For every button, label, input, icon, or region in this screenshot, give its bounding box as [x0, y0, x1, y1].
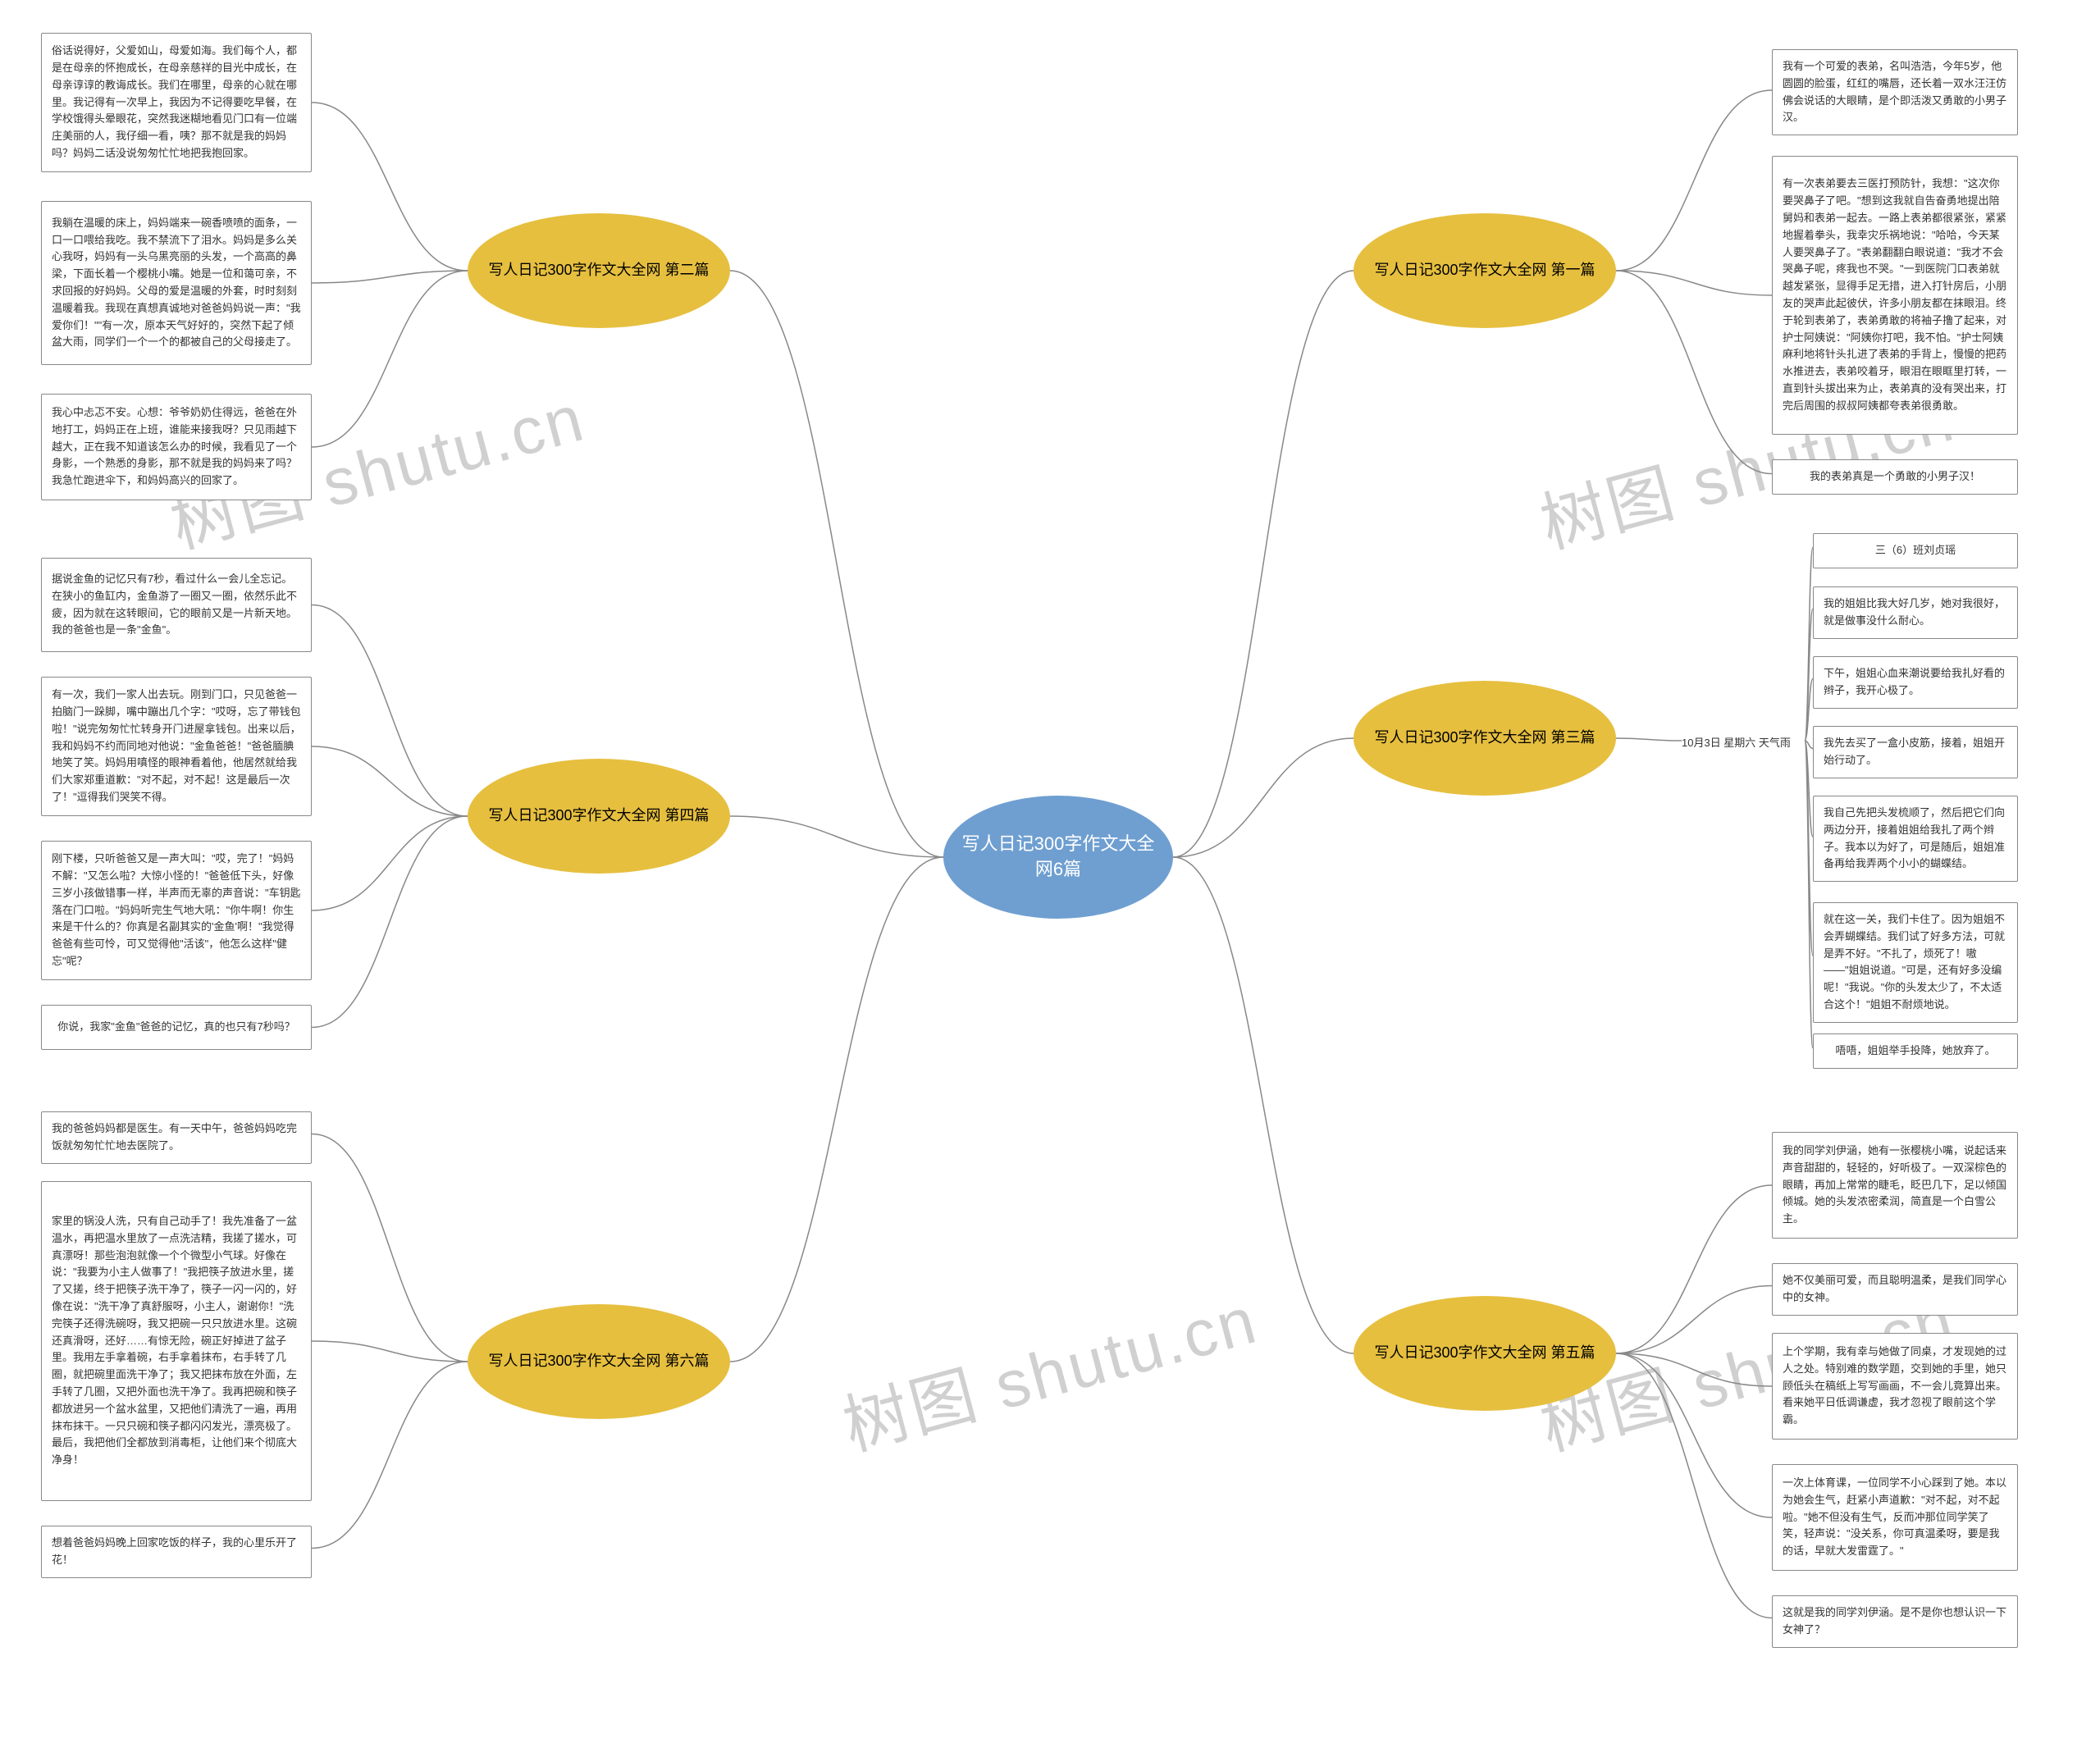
leaf-node: 俗话说得好，父爱如山，母爱如海。我们每个人，都是在母亲的怀抱成长，在母亲慈祥的目… — [41, 33, 312, 172]
leaf-text: 她不仅美丽可爱，而且聪明温柔，是我们同学心中的女神。 — [1783, 1272, 2007, 1307]
leaf-text: 我心中忐忑不安。心想：爷爷奶奶住得远，爸爸在外地打工，妈妈正在上班，谁能来接我呀… — [52, 404, 301, 490]
branch-node-b1: 写人日记300字作文大全网 第一篇 — [1354, 213, 1616, 328]
leaf-node: 我心中忐忑不安。心想：爷爷奶奶住得远，爸爸在外地打工，妈妈正在上班，谁能来接我呀… — [41, 394, 312, 500]
leaf-text: 刚下楼，只听爸爸又是一声大叫："哎，完了！"妈妈不解："又怎么啦？大惊小怪的！"… — [52, 851, 301, 970]
leaf-node: 三（6）班刘贞瑶 — [1813, 533, 2018, 568]
leaf-node: 这就是我的同学刘伊涵。是不是你也想认识一下女神了？ — [1772, 1595, 2018, 1648]
leaf-node: 家里的锅没人洗，只有自己动手了！我先准备了一盆温水，再把温水里放了一点洗洁精，我… — [41, 1181, 312, 1501]
leaf-node: 有一次，我们一家人出去玩。刚到门口，只见爸爸一拍脑门一跺脚，嘴中蹦出几个字："哎… — [41, 677, 312, 816]
leaf-text: 家里的锅没人洗，只有自己动手了！我先准备了一盆温水，再把温水里放了一点洗洁精，我… — [52, 1213, 301, 1469]
leaf-text: 我有一个可爱的表弟，名叫浩浩，今年5岁，他圆圆的脸蛋，红红的嘴唇，还长着一双水汪… — [1783, 58, 2007, 126]
leaf-node: 下午，姐姐心血来潮说要给我扎好看的辫子，我开心极了。 — [1813, 656, 2018, 709]
leaf-node: 刚下楼，只听爸爸又是一声大叫："哎，完了！"妈妈不解："又怎么啦？大惊小怪的！"… — [41, 841, 312, 980]
leaf-node: 我的同学刘伊涵，她有一张樱桃小嘴，说起话来声音甜甜的，轻轻的，好听极了。一双深棕… — [1772, 1132, 2018, 1239]
leaf-node: 就在这一关，我们卡住了。因为姐姐不会弄蝴蝶结。我们试了好多方法，可就是弄不好。"… — [1813, 902, 2018, 1023]
branch-node-b6: 写人日记300字作文大全网 第六篇 — [468, 1304, 730, 1419]
leaf-text: 我的表弟真是一个勇敢的小男子汉！ — [1810, 468, 1980, 486]
leaf-node: 据说金鱼的记忆只有7秒，看过什么一会儿全忘记。在狭小的鱼缸内，金鱼游了一圈又一圈… — [41, 558, 312, 652]
branch-node-b4: 写人日记300字作文大全网 第四篇 — [468, 759, 730, 874]
leaf-text: 一次上体育课，一位同学不小心踩到了她。本以为她会生气，赶紧小声道歉："对不起，对… — [1783, 1475, 2007, 1560]
leaf-text: 我的姐姐比我大好几岁，她对我很好，就是做事没什么耐心。 — [1824, 595, 2007, 630]
mid-label-b3: 10月3日 星期六 天气雨 — [1682, 734, 1791, 750]
leaf-node: 我自己先把头发梳顺了，然后把它们向两边分开，接着姐姐给我扎了两个辫子。我本以为好… — [1813, 796, 2018, 882]
leaf-node: 我的表弟真是一个勇敢的小男子汉！ — [1772, 459, 2018, 495]
leaf-node: 上个学期，我有幸与她做了同桌，才发现她的过人之处。特别难的数学题，交到她的手里，… — [1772, 1333, 2018, 1440]
leaf-text: 上个学期，我有幸与她做了同桌，才发现她的过人之处。特别难的数学题，交到她的手里，… — [1783, 1344, 2007, 1429]
leaf-text: 我自己先把头发梳顺了，然后把它们向两边分开，接着姐姐给我扎了两个辫子。我本以为好… — [1824, 805, 2007, 873]
leaf-node: 唔唔，姐姐举手投降，她放弃了。 — [1813, 1033, 2018, 1069]
center-node: 写人日记300字作文大全网6篇 — [943, 796, 1173, 919]
leaf-node: 她不仅美丽可爱，而且聪明温柔，是我们同学心中的女神。 — [1772, 1263, 2018, 1316]
branch-node-b5: 写人日记300字作文大全网 第五篇 — [1354, 1296, 1616, 1411]
leaf-text: 三（6）班刘贞瑶 — [1875, 542, 1956, 559]
leaf-node: 我先去买了一盒小皮筋，接着，姐姐开始行动了。 — [1813, 726, 2018, 778]
leaf-text: 下午，姐姐心血来潮说要给我扎好看的辫子，我开心极了。 — [1824, 665, 2007, 700]
leaf-node: 我有一个可爱的表弟，名叫浩浩，今年5岁，他圆圆的脸蛋，红红的嘴唇，还长着一双水汪… — [1772, 49, 2018, 135]
leaf-text: 有一次，我们一家人出去玩。刚到门口，只见爸爸一拍脑门一跺脚，嘴中蹦出几个字："哎… — [52, 687, 301, 806]
leaf-text: 这就是我的同学刘伊涵。是不是你也想认识一下女神了？ — [1783, 1604, 2007, 1639]
leaf-text: 俗话说得好，父爱如山，母爱如海。我们每个人，都是在母亲的怀抱成长，在母亲慈祥的目… — [52, 43, 301, 162]
leaf-text: 有一次表弟要去三医打预防针，我想："这次你要哭鼻子了吧。"想到这我就自告奋勇地提… — [1783, 176, 2007, 414]
leaf-text: 我的同学刘伊涵，她有一张樱桃小嘴，说起话来声音甜甜的，轻轻的，好听极了。一双深棕… — [1783, 1143, 2007, 1228]
leaf-node: 我躺在温暖的床上，妈妈端来一碗香喷喷的面条，一口一口喂给我吃。我不禁流下了泪水。… — [41, 201, 312, 365]
leaf-node: 我的姐姐比我大好几岁，她对我很好，就是做事没什么耐心。 — [1813, 586, 2018, 639]
leaf-text: 据说金鱼的记忆只有7秒，看过什么一会儿全忘记。在狭小的鱼缸内，金鱼游了一圈又一圈… — [52, 571, 301, 639]
leaf-text: 你说，我家"金鱼"爸爸的记忆，真的也只有7秒吗？ — [57, 1019, 294, 1036]
leaf-text: 我先去买了一盒小皮筋，接着，姐姐开始行动了。 — [1824, 735, 2007, 769]
leaf-text: 就在这一关，我们卡住了。因为姐姐不会弄蝴蝶结。我们试了好多方法，可就是弄不好。"… — [1824, 911, 2007, 1014]
leaf-node: 一次上体育课，一位同学不小心踩到了她。本以为她会生气，赶紧小声道歉："对不起，对… — [1772, 1464, 2018, 1571]
leaf-node: 我的爸爸妈妈都是医生。有一天中午，爸爸妈妈吃完饭就匆匆忙忙地去医院了。 — [41, 1111, 312, 1164]
leaf-node: 想着爸爸妈妈晚上回家吃饭的样子，我的心里乐开了花！ — [41, 1526, 312, 1578]
leaf-text: 我的爸爸妈妈都是医生。有一天中午，爸爸妈妈吃完饭就匆匆忙忙地去医院了。 — [52, 1120, 301, 1155]
leaf-text: 想着爸爸妈妈晚上回家吃饭的样子，我的心里乐开了花！ — [52, 1535, 301, 1569]
leaf-text: 唔唔，姐姐举手投降，她放弃了。 — [1835, 1043, 1995, 1060]
branch-node-b2: 写人日记300字作文大全网 第二篇 — [468, 213, 730, 328]
leaf-text: 我躺在温暖的床上，妈妈端来一碗香喷喷的面条，一口一口喂给我吃。我不禁流下了泪水。… — [52, 215, 301, 351]
branch-node-b3: 写人日记300字作文大全网 第三篇 — [1354, 681, 1616, 796]
leaf-node: 你说，我家"金鱼"爸爸的记忆，真的也只有7秒吗？ — [41, 1005, 312, 1050]
leaf-node: 有一次表弟要去三医打预防针，我想："这次你要哭鼻子了吧。"想到这我就自告奋勇地提… — [1772, 156, 2018, 435]
